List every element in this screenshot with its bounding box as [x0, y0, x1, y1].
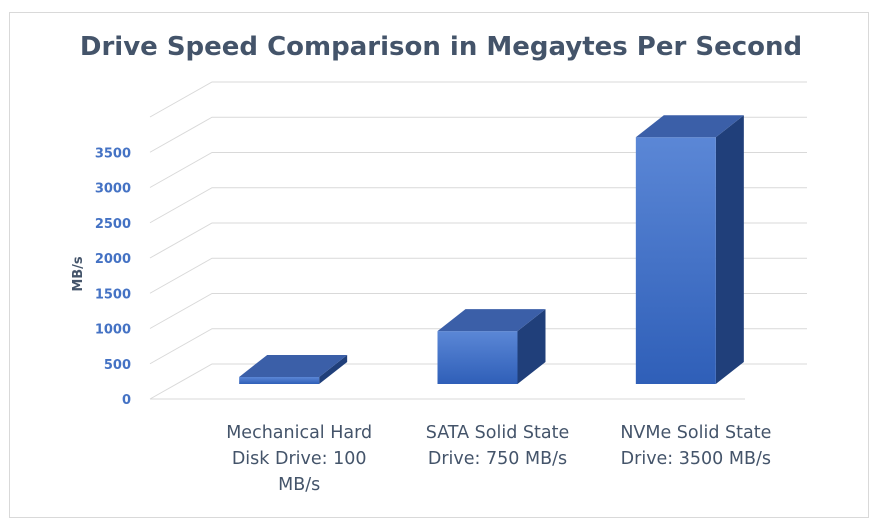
y-tick-label: 500 — [104, 358, 131, 373]
x-tick-label-line: Disk Drive: 100 — [232, 449, 367, 469]
bar-front — [635, 137, 716, 384]
y-axis-label: MB/s — [71, 256, 86, 292]
x-tick-label: Mechanical Hard Disk Drive: 100 MB/s — [226, 423, 372, 495]
y-tick-label: 3000 — [95, 182, 131, 197]
gridline — [149, 222, 807, 259]
bar-side — [517, 309, 546, 384]
gridline — [149, 81, 807, 118]
gridline — [149, 293, 807, 329]
gridline — [149, 116, 807, 153]
chart-title: Drive Speed Comparison in Megaytes Per S… — [79, 32, 803, 62]
bar-top — [437, 309, 546, 332]
bar-top — [239, 354, 348, 377]
bar-side — [715, 115, 744, 384]
x-tick-label: SATA Solid State Drive: 750 MB/s — [426, 423, 569, 469]
x-tick-label-line: NVMe Solid State — [620, 423, 771, 443]
gridline — [149, 257, 807, 294]
bar-front — [437, 331, 518, 384]
gridlines — [149, 81, 807, 400]
y-tick-label: 2000 — [95, 252, 131, 267]
x-tick-labels: Mechanical Hard Disk Drive: 100 MB/s SATA S… — [226, 423, 771, 495]
bar-top — [635, 115, 744, 138]
bar-front — [239, 376, 320, 384]
y-tick-label: 3500 — [95, 146, 131, 161]
gridline — [149, 328, 807, 365]
x-tick-label-line: Drive: 3500 MB/s — [621, 449, 771, 469]
y-tick-label: 1500 — [95, 287, 131, 302]
x-tick-label-line: SATA Solid State — [426, 423, 569, 443]
gridline — [149, 187, 807, 224]
bar — [239, 354, 348, 384]
gridline — [149, 363, 807, 400]
y-tick-label: 2500 — [95, 217, 131, 232]
y-tick-label: 0 — [122, 393, 131, 408]
gridline — [149, 152, 807, 188]
x-tick-label: NVMe Solid State Drive: 3500 MB/s — [620, 423, 771, 469]
x-tick-label-line: Mechanical Hard — [226, 423, 372, 443]
bar-side — [319, 354, 348, 384]
bar — [635, 115, 744, 384]
x-tick-label-line: Drive: 750 MB/s — [428, 449, 567, 469]
bar — [437, 309, 546, 384]
bars — [239, 115, 744, 384]
y-tick-labels: 0 500 1000 1500 2000 2500 3000 3500 — [95, 146, 131, 408]
x-tick-label-line: MB/s — [278, 475, 320, 495]
y-tick-label: 1000 — [95, 323, 131, 338]
